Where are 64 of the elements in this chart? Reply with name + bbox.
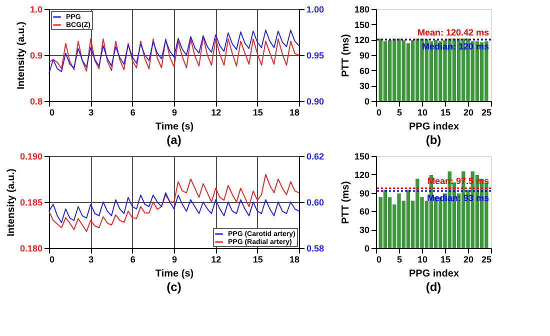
x-tick-label: 3 bbox=[88, 108, 94, 118]
x-tick-label: 5 bbox=[396, 108, 402, 118]
y2-tick-label: 0.62 bbox=[306, 152, 324, 162]
y-axis-title: PTT (ms) bbox=[340, 34, 352, 77]
x-tick-label: 12 bbox=[211, 254, 222, 264]
x-tick-label: 15 bbox=[252, 254, 263, 264]
text: (b) bbox=[426, 133, 442, 147]
y-tick-label: 30 bbox=[359, 81, 370, 92]
y-tick-label: 0.185 bbox=[20, 198, 42, 208]
y-tick-label: 60 bbox=[359, 206, 370, 217]
x-axis-title: Time (s) bbox=[155, 268, 194, 280]
y-tick-label: 0.180 bbox=[20, 244, 42, 254]
x-tick-label: 15 bbox=[440, 254, 451, 264]
x-axis-title: PPG index bbox=[408, 122, 460, 132]
x-tick-label: 3 bbox=[88, 254, 94, 264]
y-tick-label: 90 bbox=[359, 188, 370, 198]
y-axis-title: Intensity (a.u.) bbox=[6, 168, 17, 236]
y-tick-label: 0.190 bbox=[20, 152, 42, 162]
x-tick-label: 20 bbox=[463, 108, 474, 118]
x-tick-label: 10 bbox=[417, 254, 428, 264]
y-tick-label: 0 bbox=[364, 244, 370, 254]
y-axis-title: PTT (ms) bbox=[340, 181, 352, 224]
x-axis-title: Time (s) bbox=[155, 122, 194, 132]
y2-tick-label: 0.95 bbox=[306, 50, 324, 60]
x-tick-label: 9 bbox=[172, 108, 178, 118]
x-tick-label: 20 bbox=[463, 254, 474, 264]
y-tick-label: 120 bbox=[354, 170, 370, 180]
y2-tick-label: 0.90 bbox=[306, 96, 324, 106]
y2-tick-label: 0.60 bbox=[306, 198, 324, 208]
x-tick-label: 0 bbox=[376, 254, 382, 264]
x-tick-label: 25 bbox=[481, 108, 492, 118]
y-tick-label: 30 bbox=[359, 225, 370, 236]
x-tick-label: 5 bbox=[396, 254, 402, 264]
x-tick-label: 15 bbox=[252, 108, 263, 118]
ref-line-label: Mean: 120.42 ms bbox=[417, 27, 489, 38]
x-axis-title: PPG index bbox=[408, 268, 460, 280]
y-tick-label: 180 bbox=[354, 4, 370, 14]
x-tick-label: 12 bbox=[211, 108, 222, 118]
x-tick-label: 15 bbox=[440, 108, 451, 118]
text: (a) bbox=[166, 133, 182, 147]
y-axis-title: Intensity (a.u.) bbox=[16, 22, 27, 90]
x-tick-label: 6 bbox=[130, 254, 136, 264]
x-tick-label: 25 bbox=[481, 254, 492, 264]
x-tick-label: 0 bbox=[50, 254, 55, 264]
text: (d) bbox=[426, 280, 442, 294]
y-tick-label: 0.9 bbox=[30, 50, 42, 60]
y-tick-label: 1.0 bbox=[30, 4, 42, 14]
y2-tick-label: 0.58 bbox=[306, 244, 324, 254]
y-tick-label: 60 bbox=[359, 66, 370, 76]
x-tick-label: 10 bbox=[417, 108, 428, 118]
x-tick-label: 9 bbox=[172, 254, 178, 264]
x-tick-label: 0 bbox=[376, 108, 382, 118]
y-tick-label: 90 bbox=[359, 50, 370, 60]
y-tick-label: 0 bbox=[364, 96, 370, 106]
x-tick-label: 18 bbox=[289, 108, 300, 118]
y-tick-label: 150 bbox=[354, 20, 370, 30]
x-tick-label: 6 bbox=[130, 108, 136, 118]
x-tick-label: 18 bbox=[289, 254, 300, 264]
y-tick-label: 150 bbox=[354, 152, 370, 162]
x-tick-label: 0 bbox=[50, 108, 55, 118]
y-tick-label: 0.8 bbox=[30, 96, 42, 106]
text: (c) bbox=[166, 280, 182, 294]
y2-tick-label: 1.00 bbox=[306, 4, 324, 14]
y-tick-label: 120 bbox=[354, 35, 370, 46]
